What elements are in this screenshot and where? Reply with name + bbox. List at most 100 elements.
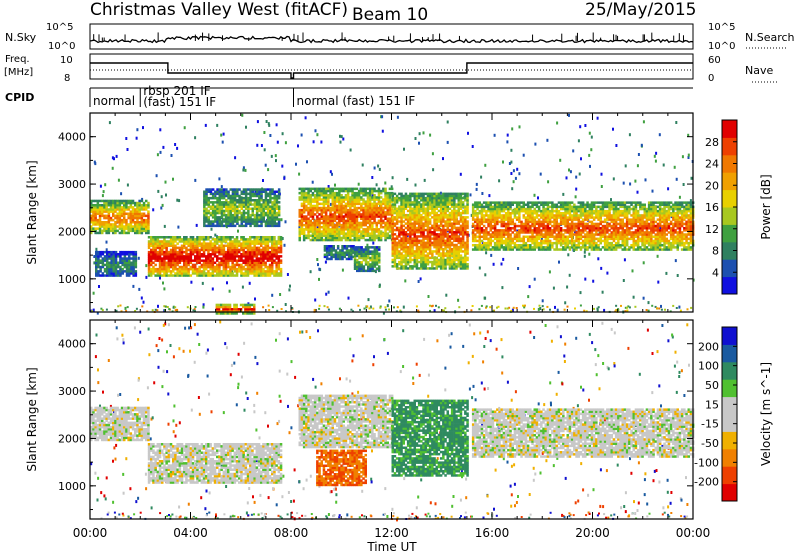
echo-cell <box>402 250 405 253</box>
scatter-cell <box>690 306 693 309</box>
echo-cell <box>244 196 248 200</box>
echo-cell <box>130 257 133 260</box>
echo-cell <box>99 261 102 264</box>
echo-cell <box>333 200 337 203</box>
echo-cell <box>238 209 241 213</box>
echo-cell <box>138 199 141 203</box>
echo-cell <box>129 204 133 207</box>
echo-cell <box>103 201 106 205</box>
echo-cell <box>114 267 118 271</box>
echo-cell <box>406 252 410 255</box>
scatter-cell <box>541 299 544 303</box>
echo-cell <box>379 202 383 206</box>
echo-cell <box>209 192 213 196</box>
scatter-cell <box>361 163 364 167</box>
scatter-cell <box>381 129 384 133</box>
echo-cell <box>333 208 337 212</box>
echo-cell <box>402 241 405 245</box>
echo-cell <box>163 255 166 258</box>
echo-cell <box>169 257 173 260</box>
echo-cell <box>246 265 250 269</box>
echo-cell <box>154 250 157 254</box>
echo-cell <box>233 240 237 243</box>
echo-cell <box>331 213 334 216</box>
scatter-cell <box>517 267 520 270</box>
scatter-cell <box>457 298 460 302</box>
echo-cell <box>183 261 186 264</box>
echo-cell <box>409 250 412 253</box>
echo-cell <box>178 240 182 243</box>
echo-cell <box>318 202 321 206</box>
echo-cell <box>420 216 423 219</box>
echo-cell <box>384 204 387 208</box>
echo-cell <box>400 203 403 206</box>
echo-cell <box>413 263 416 266</box>
echo-cell <box>444 263 447 266</box>
scatter-cell <box>689 199 692 203</box>
echo-cell <box>103 267 107 271</box>
echo-cell <box>189 238 193 241</box>
echo-cell <box>353 211 356 214</box>
echo-cell <box>257 253 261 256</box>
echo-cell <box>227 238 230 241</box>
echo-cell <box>176 263 179 267</box>
echo-cell <box>318 230 321 233</box>
echo-cell <box>307 196 310 199</box>
echo-cell <box>393 263 397 266</box>
echo-cell <box>277 209 281 213</box>
echo-cell <box>134 253 138 256</box>
echo-cell <box>362 191 365 195</box>
echo-cell <box>118 221 122 224</box>
scatter-cell <box>626 306 628 309</box>
echo-cell <box>249 240 252 243</box>
scatter-noise <box>90 113 695 315</box>
echo-cell <box>129 206 133 209</box>
echo-cell <box>114 223 117 226</box>
echo-cell <box>227 246 230 250</box>
echo-cell <box>224 259 228 262</box>
echo-cell <box>106 250 109 254</box>
scatter-cell <box>211 287 214 291</box>
echo-cell <box>99 259 102 262</box>
echo-cell <box>238 196 241 200</box>
echo-cell <box>273 192 276 196</box>
echo-cell <box>266 265 270 269</box>
scatter-cell <box>117 178 120 182</box>
echo-cell <box>258 190 261 193</box>
echo-cell <box>395 256 399 260</box>
echo-cell <box>322 211 326 214</box>
echo-cell <box>140 214 144 218</box>
echo-cell <box>117 274 120 277</box>
echo-cell <box>99 250 102 254</box>
echo-cell <box>142 206 146 209</box>
echo-cell <box>198 244 201 247</box>
echo-cell <box>236 213 239 217</box>
echo-cell <box>313 234 317 237</box>
echo-cell <box>384 202 387 206</box>
echo-cell <box>136 201 139 205</box>
echo-cell <box>275 216 279 219</box>
echo-cell <box>236 207 239 210</box>
scatter-cell <box>363 307 366 310</box>
echo-cell <box>251 250 254 254</box>
echo-cell <box>106 272 109 275</box>
echo-cell <box>238 270 241 273</box>
echo-cell <box>273 222 276 225</box>
echo-cell <box>352 245 355 248</box>
echo-cell <box>331 200 334 203</box>
echo-cell <box>302 234 306 237</box>
scatter-cell <box>569 170 572 174</box>
echo-cell <box>218 218 221 221</box>
echo-cell <box>216 263 219 267</box>
echo-cell <box>163 274 166 277</box>
scatter-cell <box>403 147 405 151</box>
echo-cell <box>231 246 234 250</box>
scatter-cell <box>502 257 505 261</box>
echo-cell <box>300 189 304 193</box>
echo-cell <box>253 201 257 204</box>
echo-cell <box>202 236 206 239</box>
echo-cell <box>377 234 381 237</box>
echo-cell <box>92 204 95 207</box>
echo-cell <box>107 221 111 224</box>
echo-cell <box>402 224 405 228</box>
